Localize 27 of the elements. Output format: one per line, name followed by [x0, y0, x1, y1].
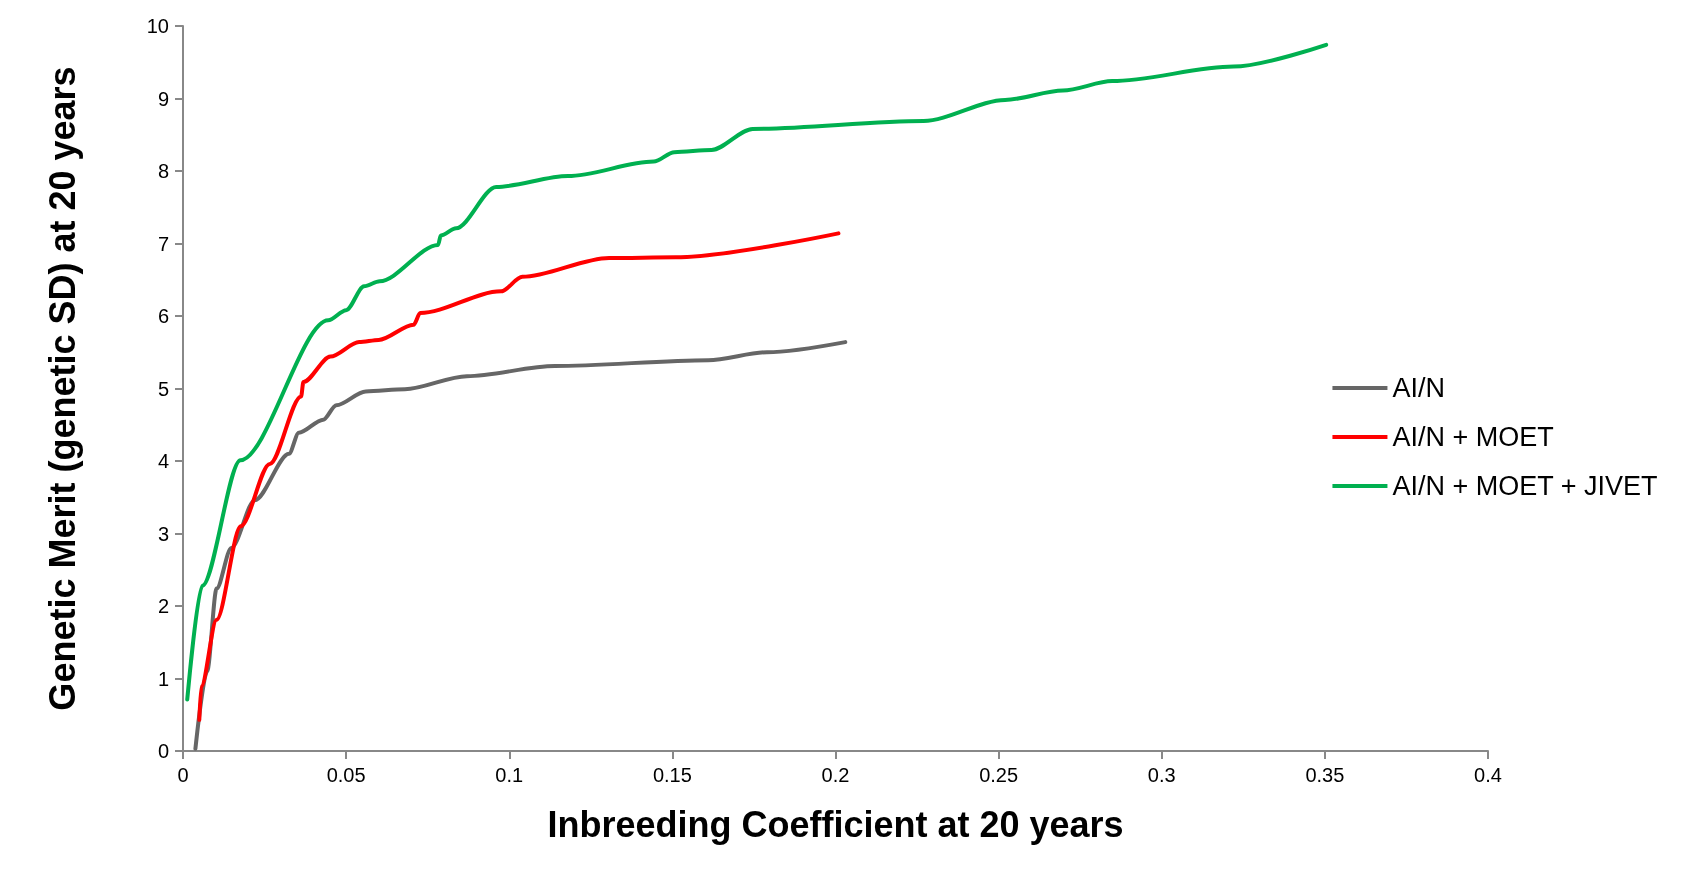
y-tick-label: 9 — [157, 87, 169, 110]
y-tick-label: 8 — [157, 160, 169, 182]
x-tick-label: 0 — [177, 764, 189, 786]
x-tick-label: 0.1 — [495, 764, 524, 786]
y-tick-label: 6 — [157, 305, 169, 327]
y-tick-label: 7 — [157, 232, 169, 255]
x-tick-label: 0.3 — [1147, 764, 1176, 786]
y-axis-title: Genetic Merit (genetic SD) at 20 years — [41, 66, 83, 711]
x-axis-title: Inbreeding Coefficient at 20 years — [547, 803, 1124, 845]
y-tick-label: 2 — [157, 595, 169, 617]
legend-label: AI/N + MOET + JIVET — [1392, 471, 1658, 501]
line-series — [197, 231, 841, 722]
x-tick-label: 0.4 — [1474, 764, 1502, 786]
legend-label: AI/N + MOET — [1392, 422, 1554, 452]
x-tick-label: 0.35 — [1305, 764, 1345, 786]
y-tick-label: 10 — [146, 15, 169, 37]
x-tick-label: 0.05 — [326, 764, 366, 786]
x-tick-label: 0.25 — [979, 764, 1019, 786]
x-tick-label: 0.15 — [652, 764, 692, 786]
y-tick-label: 5 — [157, 377, 169, 400]
y-tick-label: 0 — [157, 740, 169, 762]
y-tick-label: 1 — [157, 667, 169, 690]
x-tick-label: 0.2 — [821, 764, 850, 786]
line-series — [185, 42, 1329, 702]
legend-label: AI/N — [1392, 373, 1445, 403]
y-tick-label: 4 — [157, 450, 169, 472]
y-tick-label: 3 — [157, 522, 169, 545]
